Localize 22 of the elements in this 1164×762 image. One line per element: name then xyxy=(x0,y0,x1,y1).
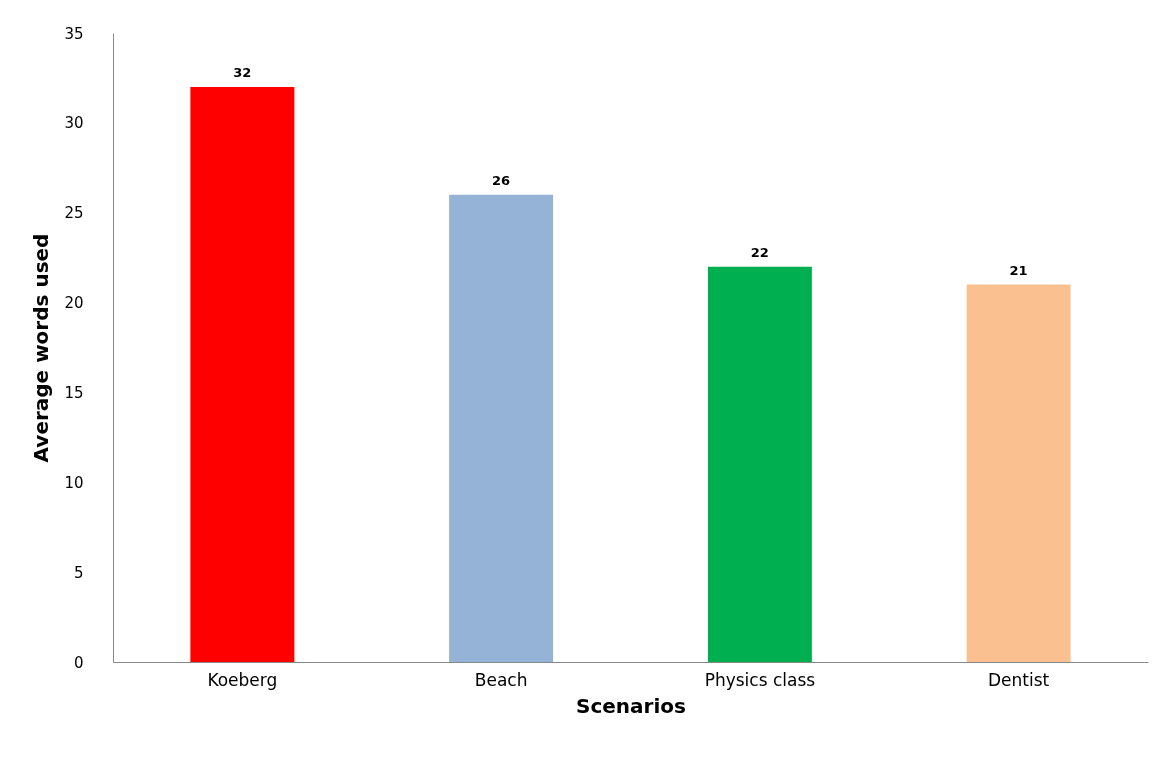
x-tick-label: Physics class xyxy=(704,669,816,690)
data-label: 32 xyxy=(233,64,252,80)
data-label: 21 xyxy=(1009,262,1028,278)
x-tick-label: Koeberg xyxy=(207,669,278,690)
x-tick-label: Dentist xyxy=(988,669,1050,690)
y-tick-label: 10 xyxy=(64,473,84,492)
y-tick-label: 35 xyxy=(64,24,84,43)
y-tick-label: 15 xyxy=(64,383,84,402)
x-axis-title: Scenarios xyxy=(576,693,686,718)
y-tick-label: 0 xyxy=(73,653,84,672)
data-label: 26 xyxy=(492,172,511,188)
y-axis-title: Average words used xyxy=(29,233,54,463)
bar xyxy=(449,194,554,662)
x-tick-label: Beach xyxy=(474,669,528,690)
bar xyxy=(966,284,1071,662)
y-tick-label: 5 xyxy=(73,563,84,582)
bar xyxy=(190,86,295,662)
data-label: 22 xyxy=(750,244,769,260)
bar xyxy=(707,266,812,662)
y-tick-label: 30 xyxy=(64,114,84,133)
y-tick-label: 20 xyxy=(64,294,84,313)
y-tick-label: 25 xyxy=(64,204,84,223)
